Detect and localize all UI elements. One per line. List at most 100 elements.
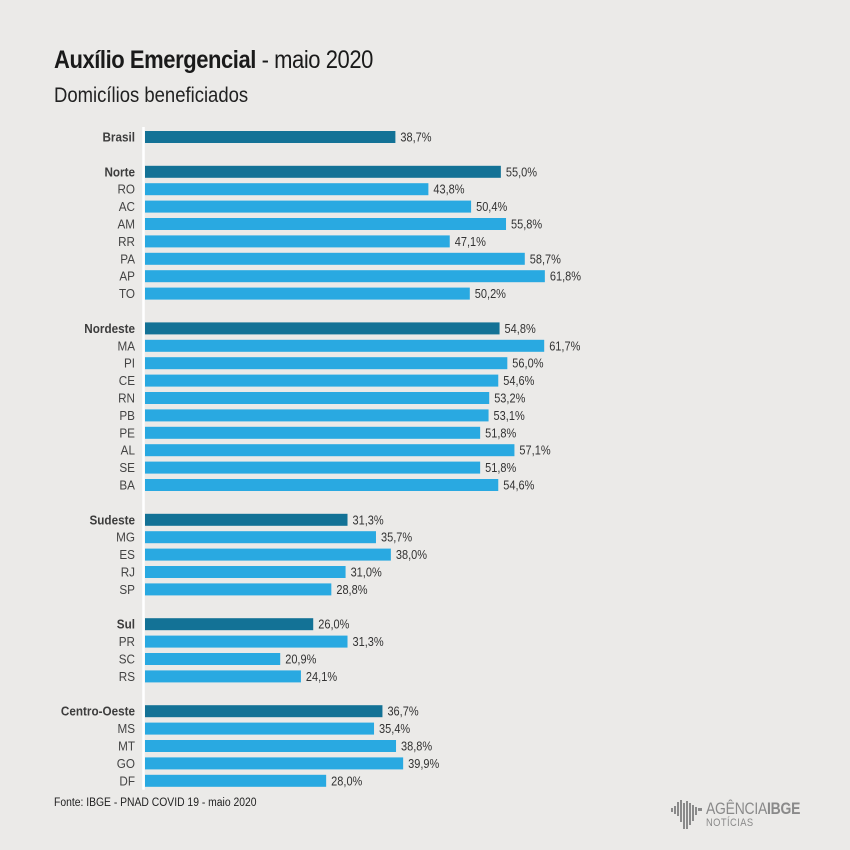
category-label-sul: Sul: [117, 617, 135, 632]
category-label-norte: Norte: [104, 165, 135, 180]
state-bar-am: [145, 218, 507, 230]
category-label-ac: AC: [119, 200, 135, 215]
state-bar-ro: [145, 183, 429, 196]
state-bar-sc: [145, 653, 281, 665]
state-bar-pe: [145, 426, 481, 439]
state-bar-pa: [145, 252, 525, 265]
category-label-pa: PA: [120, 252, 135, 267]
category-label-sc: SC: [119, 652, 135, 667]
category-label-ap: AP: [119, 269, 135, 284]
value-label-pb: 53,1%: [494, 409, 526, 423]
value-label-ma: 61,7%: [549, 340, 581, 354]
value-label-ms: 35,4%: [379, 722, 411, 736]
value-label-ba: 54,6%: [503, 479, 535, 493]
value-label-mg: 35,7%: [381, 531, 413, 545]
state-bar-df: [145, 774, 327, 787]
value-label-al: 57,1%: [519, 444, 551, 458]
state-bar-rj: [145, 566, 346, 578]
value-label-nordeste: 54,8%: [505, 322, 537, 336]
value-label-ce: 54,6%: [503, 374, 535, 388]
chart-subtitle: Domicílios beneficiados: [54, 84, 249, 107]
region-bar-centro-oeste: [145, 705, 383, 718]
value-label-brasil: 38,7%: [400, 131, 432, 145]
state-bar-mg: [145, 531, 376, 544]
state-bar-rn: [145, 392, 490, 404]
value-label-pa: 58,7%: [530, 253, 562, 267]
category-label-rs: RS: [119, 669, 135, 684]
category-label-ma: MA: [117, 339, 135, 354]
logo-brand-light: AGÊNCIA: [706, 799, 768, 818]
category-label-es: ES: [119, 548, 135, 563]
state-bar-se: [145, 461, 481, 474]
title-date: - maio 2020: [255, 46, 374, 74]
category-label-pb: PB: [119, 408, 135, 423]
value-label-to: 50,2%: [475, 287, 507, 301]
region-bar-brasil: [145, 131, 396, 143]
value-label-df: 28,0%: [331, 775, 363, 789]
state-bar-ap: [145, 270, 545, 283]
category-label-ba: BA: [119, 478, 135, 493]
category-label-ce: CE: [119, 374, 135, 389]
value-label-sp: 28,8%: [336, 583, 368, 597]
state-bar-ac: [145, 200, 472, 213]
value-label-pe: 51,8%: [485, 427, 517, 441]
category-label-al: AL: [121, 443, 135, 458]
state-bar-sp: [145, 583, 332, 596]
category-label-go: GO: [117, 756, 136, 771]
value-label-rr: 47,1%: [455, 235, 487, 249]
category-label-rr: RR: [118, 234, 135, 249]
category-label-pi: PI: [124, 356, 135, 371]
state-bar-pi: [145, 357, 508, 370]
value-label-norte: 55,0%: [506, 166, 538, 180]
value-label-ap: 61,8%: [550, 270, 582, 284]
value-label-pr: 31,3%: [353, 635, 385, 649]
category-label-am: AM: [117, 217, 135, 232]
value-label-pi: 56,0%: [512, 357, 544, 371]
chart-title: Auxílio Emergencial - maio 2020: [54, 46, 373, 75]
category-label-sp: SP: [119, 582, 135, 597]
value-label-sul: 26,0%: [318, 618, 350, 632]
state-bar-rs: [145, 670, 301, 683]
source-note: Fonte: IBGE - PNAD COVID 19 - maio 2020: [54, 797, 257, 809]
value-label-go: 39,9%: [408, 757, 440, 771]
category-label-sudeste: Sudeste: [90, 513, 136, 528]
category-label-se: SE: [119, 461, 135, 476]
state-bar-ms: [145, 722, 375, 735]
category-label-nordeste: Nordeste: [84, 321, 135, 336]
title-bold: Auxílio Emergencial: [54, 46, 256, 74]
region-bar-nordeste: [145, 322, 500, 335]
logo-brand-bold: IBGE: [767, 799, 801, 818]
value-label-sudeste: 31,3%: [353, 514, 385, 528]
category-label-ro: RO: [117, 182, 135, 197]
value-label-rn: 53,2%: [494, 392, 526, 406]
state-bar-ba: [145, 479, 499, 491]
value-label-se: 51,8%: [485, 461, 517, 475]
category-label-pe: PE: [119, 426, 135, 441]
value-label-centro-oeste: 36,7%: [387, 705, 419, 719]
state-bar-go: [145, 757, 404, 770]
value-label-am: 55,8%: [511, 218, 543, 232]
value-label-sc: 20,9%: [285, 653, 317, 667]
region-bar-sul: [145, 618, 314, 631]
state-bar-mt: [145, 740, 397, 752]
region-bar-sudeste: [145, 513, 348, 526]
category-label-rj: RJ: [121, 565, 135, 580]
value-label-ac: 50,4%: [476, 200, 508, 214]
state-bar-rr: [145, 235, 450, 248]
state-bar-es: [145, 548, 391, 561]
value-label-ro: 43,8%: [433, 183, 465, 197]
category-label-ms: MS: [117, 722, 135, 737]
category-label-mg: MG: [116, 530, 135, 545]
state-bar-al: [145, 444, 515, 457]
state-bar-to: [145, 287, 470, 300]
category-label-brasil: Brasil: [102, 130, 135, 145]
logo-subtitle: NOTÍCIAS: [706, 817, 754, 829]
category-label-to: TO: [119, 287, 135, 302]
category-label-mt: MT: [118, 739, 135, 754]
category-label-pr: PR: [119, 635, 135, 650]
logo-brand: AGÊNCIAIBGE: [706, 799, 800, 819]
category-label-rn: RN: [118, 391, 135, 406]
state-bar-pb: [145, 409, 489, 422]
value-label-mt: 38,8%: [401, 740, 433, 754]
